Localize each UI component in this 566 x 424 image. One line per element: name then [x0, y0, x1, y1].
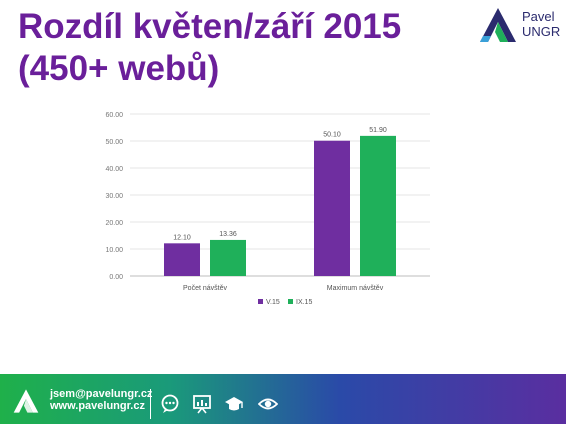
y-tick-label: 0.00	[109, 274, 123, 281]
legend-swatch	[288, 299, 293, 304]
brand-logo: Pavel UNGR	[478, 6, 562, 46]
footer-divider	[150, 389, 151, 419]
bar	[164, 243, 200, 276]
y-tick-label: 10.00	[105, 247, 123, 254]
logo-mark-icon	[480, 8, 516, 42]
y-tick-label: 60.00	[105, 112, 123, 119]
data-label: 13.36	[219, 231, 237, 238]
title-line-1: Rozdíl květen/září 2015	[18, 7, 402, 46]
title-line-2: (450+ webů)	[18, 49, 220, 88]
legend-label: V.15	[266, 299, 280, 306]
data-label: 12.10	[173, 234, 191, 241]
contact-block: jsem@pavelungr.cz www.pavelungr.cz	[50, 388, 152, 412]
logo-first-name: Pavel	[522, 9, 555, 24]
y-tick-label: 30.00	[105, 193, 123, 200]
contact-website[interactable]: www.pavelungr.cz	[50, 400, 145, 412]
y-tick-label: 40.00	[105, 166, 123, 173]
graduation-cap-icon[interactable]	[224, 394, 244, 414]
y-tick-label: 50.00	[105, 139, 123, 146]
data-label: 51.90	[369, 127, 387, 134]
bar	[210, 239, 246, 276]
contact-email[interactable]: jsem@pavelungr.cz	[50, 388, 153, 400]
eye-icon[interactable]	[258, 394, 278, 414]
x-tick-label: Počet návštěv	[183, 285, 227, 292]
y-tick-label: 20.00	[105, 220, 123, 227]
page-title: Rozdíl květen/září 2015 (450+ webů)	[18, 6, 458, 90]
legend-label: IX.15	[296, 299, 312, 306]
bar	[360, 135, 396, 276]
logo-last-name: UNGR	[522, 24, 561, 39]
data-label: 50.10	[323, 132, 341, 139]
bar	[314, 140, 350, 276]
presentation-board-icon[interactable]	[192, 394, 212, 414]
footer-bar: jsem@pavelungr.cz www.pavelungr.cz	[0, 374, 566, 424]
legend-swatch	[258, 299, 263, 304]
bar-chart: 0.00 10.00 20.00 30.00 40.00 50.00 60.00 12.10 1…	[105, 112, 430, 306]
footer-logo-icon	[13, 389, 39, 413]
chat-bubble-icon[interactable]	[160, 394, 180, 414]
x-tick-label: Maximum návštěv	[327, 285, 384, 292]
